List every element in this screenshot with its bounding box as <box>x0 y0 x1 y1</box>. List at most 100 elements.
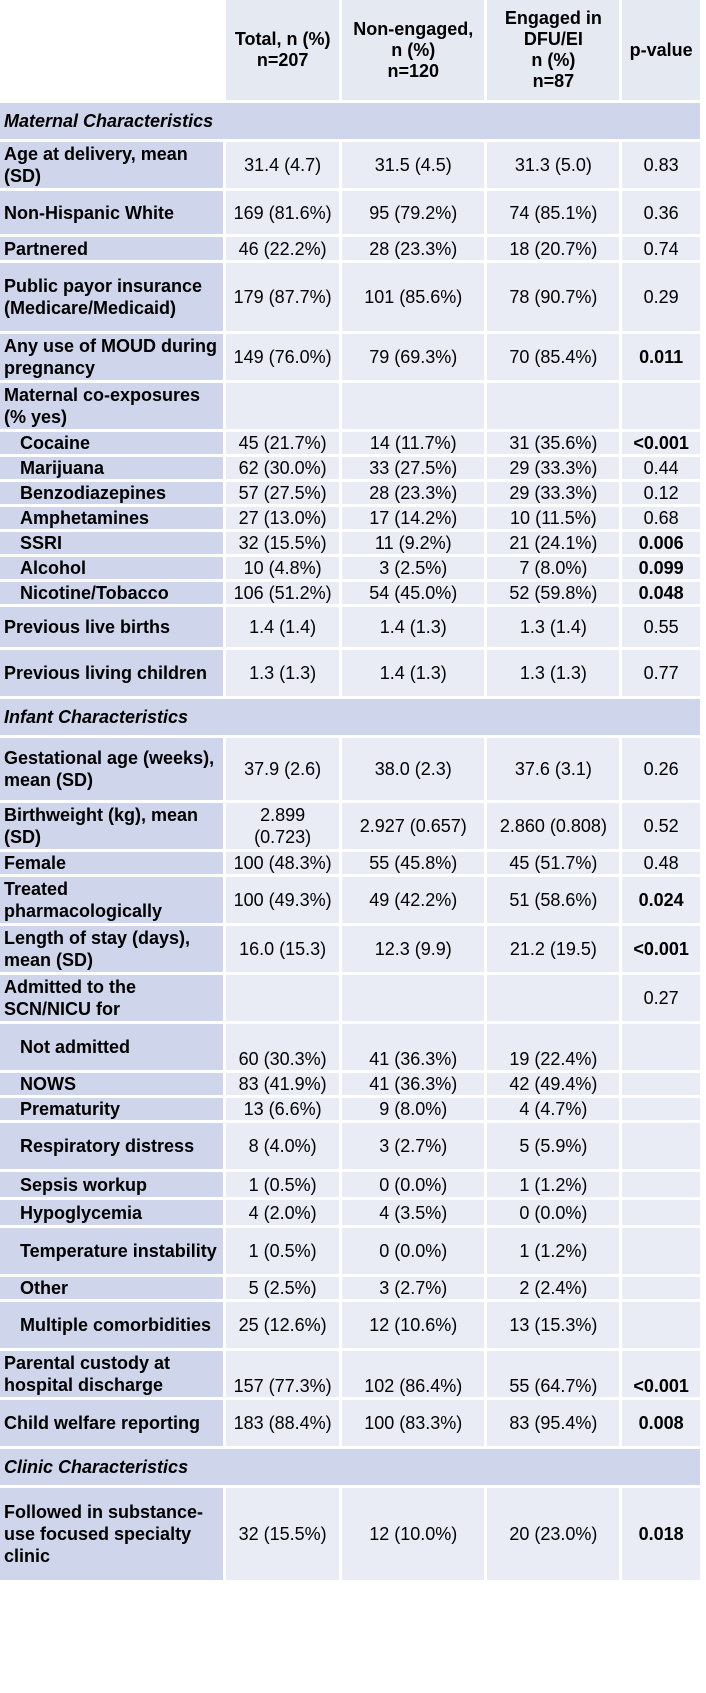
p-value-cell: 0.011 <box>622 334 700 380</box>
section-title: Maternal Characteristics <box>0 103 700 139</box>
engaged-cell: 42 (49.4%) <box>487 1073 620 1095</box>
header-blank-cell <box>0 0 224 100</box>
p-value-cell <box>622 1123 700 1169</box>
p-value-cell: 0.48 <box>622 852 700 874</box>
non-engaged-cell: 2.927 (0.657) <box>342 803 485 849</box>
p-value-cell <box>622 1024 700 1070</box>
total-cell <box>226 383 339 429</box>
table-row: Admitted to the SCN/NICU for 0.27 <box>0 975 700 1021</box>
total-cell: 13 (6.6%) <box>226 1098 339 1120</box>
engaged-cell: 21 (24.1%) <box>487 532 620 554</box>
engaged-cell: 0 (0.0%) <box>487 1200 620 1225</box>
table-row: Any use of MOUD during pregnancy 149 (76.… <box>0 334 700 380</box>
engaged-cell: 20 (23.0%) <box>487 1488 620 1580</box>
engaged-cell: 55 (64.7%) <box>487 1351 620 1397</box>
non-engaged-cell: 1.4 (1.3) <box>342 607 485 647</box>
table-row: Parental custody at hospital discharge 15… <box>0 1351 700 1397</box>
row-label: Gestational age (weeks), mean (SD) <box>0 738 224 800</box>
table-row: Treated pharmacologically 100 (49.3%) 49 (… <box>0 877 700 923</box>
row-label: Age at delivery, mean (SD) <box>0 142 224 188</box>
engaged-cell: 10 (11.5%) <box>487 507 620 529</box>
section-title: Infant Characteristics <box>0 699 700 735</box>
non-engaged-cell: 0 (0.0%) <box>342 1172 485 1197</box>
p-value-cell: <0.001 <box>622 926 700 972</box>
engaged-cell: 70 (85.4%) <box>487 334 620 380</box>
engaged-cell: 13 (15.3%) <box>487 1302 620 1348</box>
row-label: Non-Hispanic White <box>0 191 224 234</box>
total-cell: 10 (4.8%) <box>226 557 339 579</box>
table-row: Female 100 (48.3%) 55 (45.8%) 45 (51.7%) 0.4… <box>0 852 700 874</box>
total-cell: 1 (0.5%) <box>226 1228 339 1274</box>
p-value-cell: 0.36 <box>622 191 700 234</box>
total-cell: 45 (21.7%) <box>226 432 339 454</box>
p-value-cell <box>622 1228 700 1274</box>
table-row: Birthweight (kg), mean (SD) 2.899 (0.723)… <box>0 803 700 849</box>
row-label: Respiratory distress <box>0 1123 224 1169</box>
header-total: Total, n (%) n=207 <box>226 0 339 100</box>
p-value-cell <box>622 1073 700 1095</box>
p-value-cell: 0.12 <box>622 482 700 504</box>
non-engaged-cell: 41 (36.3%) <box>342 1024 485 1070</box>
non-engaged-cell <box>342 975 485 1021</box>
p-value-cell: 0.048 <box>622 582 700 604</box>
table-row: Not admitted 60 (30.3%) 41 (36.3%) 19 (22.4… <box>0 1024 700 1070</box>
table-row: Length of stay (days), mean (SD) 16.0 (15… <box>0 926 700 972</box>
p-value-cell: 0.006 <box>622 532 700 554</box>
engaged-cell: 78 (90.7%) <box>487 263 620 331</box>
characteristics-table: Total, n (%) n=207 Non-engaged, n (%) n=… <box>0 0 700 1580</box>
p-value-cell: 0.27 <box>622 975 700 1021</box>
total-cell <box>226 975 339 1021</box>
row-label: Maternal co-exposures (% yes) <box>0 383 224 429</box>
row-label: Sepsis workup <box>0 1172 224 1197</box>
table-row: Previous live births 1.4 (1.4) 1.4 (1.3) 1.… <box>0 607 700 647</box>
total-cell: 57 (27.5%) <box>226 482 339 504</box>
table-row: Maternal co-exposures (% yes) <box>0 383 700 429</box>
total-cell: 46 (22.2%) <box>226 237 339 260</box>
total-cell: 157 (77.3%) <box>226 1351 339 1397</box>
total-cell: 106 (51.2%) <box>226 582 339 604</box>
row-label: Length of stay (days), mean (SD) <box>0 926 224 972</box>
non-engaged-cell: 33 (27.5%) <box>342 457 485 479</box>
p-value-cell <box>622 1302 700 1348</box>
engaged-cell: 29 (33.3%) <box>487 482 620 504</box>
non-engaged-cell: 41 (36.3%) <box>342 1073 485 1095</box>
engaged-cell: 51 (58.6%) <box>487 877 620 923</box>
table-row: Previous living children 1.3 (1.3) 1.4 (1.… <box>0 650 700 696</box>
total-cell: 32 (15.5%) <box>226 1488 339 1580</box>
engaged-cell: 19 (22.4%) <box>487 1024 620 1070</box>
total-cell: 62 (30.0%) <box>226 457 339 479</box>
non-engaged-cell: 54 (45.0%) <box>342 582 485 604</box>
engaged-cell: 45 (51.7%) <box>487 852 620 874</box>
engaged-cell <box>487 975 620 1021</box>
non-engaged-cell: 28 (23.3%) <box>342 482 485 504</box>
row-label: Public payor insurance (Medicare/Medicai… <box>0 263 224 331</box>
table-row: Prematurity 13 (6.6%) 9 (8.0%) 4 (4.7%) <box>0 1098 700 1120</box>
engaged-cell: 31.3 (5.0) <box>487 142 620 188</box>
table-row: Temperature instability 1 (0.5%) 0 (0.0%) 1… <box>0 1228 700 1274</box>
p-value-cell <box>622 1277 700 1299</box>
row-label: Marijuana <box>0 457 224 479</box>
row-label: Previous living children <box>0 650 224 696</box>
row-label: Previous live births <box>0 607 224 647</box>
total-cell: 100 (49.3%) <box>226 877 339 923</box>
engaged-cell: 1 (1.2%) <box>487 1172 620 1197</box>
non-engaged-cell: 49 (42.2%) <box>342 877 485 923</box>
engaged-cell: 2 (2.4%) <box>487 1277 620 1299</box>
p-value-cell: <0.001 <box>622 432 700 454</box>
engaged-cell: 4 (4.7%) <box>487 1098 620 1120</box>
table-row: Marijuana 62 (30.0%) 33 (27.5%) 29 (33.3%) 0… <box>0 457 700 479</box>
total-cell: 25 (12.6%) <box>226 1302 339 1348</box>
p-value-cell: 0.44 <box>622 457 700 479</box>
total-cell: 1.4 (1.4) <box>226 607 339 647</box>
non-engaged-cell: 102 (86.4%) <box>342 1351 485 1397</box>
table-row: Respiratory distress 8 (4.0%) 3 (2.7%) 5 (5… <box>0 1123 700 1169</box>
non-engaged-cell: 12 (10.6%) <box>342 1302 485 1348</box>
row-label: Birthweight (kg), mean (SD) <box>0 803 224 849</box>
row-label: Partnered <box>0 237 224 260</box>
non-engaged-cell: 101 (85.6%) <box>342 263 485 331</box>
engaged-cell: 5 (5.9%) <box>487 1123 620 1169</box>
p-value-cell <box>622 1172 700 1197</box>
row-label: Treated pharmacologically <box>0 877 224 923</box>
table-row: Amphetamines 27 (13.0%) 17 (14.2%) 10 (11.5… <box>0 507 700 529</box>
total-cell: 2.899 (0.723) <box>226 803 339 849</box>
